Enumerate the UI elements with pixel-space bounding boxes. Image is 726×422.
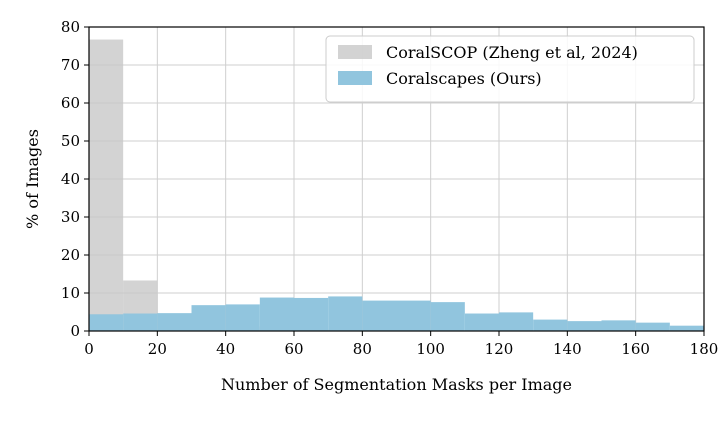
y-axis-label: % of Images [23, 129, 42, 229]
bar-series-1 [89, 40, 123, 331]
legend: CoralSCOP (Zheng et al, 2024) Coralscapes… [326, 36, 694, 102]
bar-series-2 [328, 296, 362, 331]
x-tick-label: 80 [353, 340, 372, 358]
legend-label: CoralSCOP (Zheng et al, 2024) [386, 43, 638, 62]
bar-series-2 [465, 314, 499, 331]
bar-series-2 [499, 312, 533, 331]
bar-series-2 [602, 320, 636, 331]
y-tick-label: 50 [61, 132, 80, 150]
x-tick-label: 180 [690, 340, 719, 358]
x-tick-label: 20 [148, 340, 167, 358]
bar-series-2 [397, 301, 431, 331]
x-tick-label: 60 [284, 340, 303, 358]
bar-series-2 [431, 302, 465, 331]
y-tick-label: 80 [61, 18, 80, 36]
bar-series-2 [89, 314, 123, 331]
bar-series-2 [636, 323, 670, 331]
y-tick-label: 30 [61, 208, 80, 226]
y-tick-label: 10 [61, 284, 80, 302]
legend-swatch [338, 71, 372, 85]
bar-series-2 [294, 298, 328, 331]
x-tick-label: 140 [553, 340, 582, 358]
y-tick-label: 40 [61, 170, 80, 188]
x-tick-label: 120 [485, 340, 514, 358]
x-tick-label: 100 [416, 340, 445, 358]
bar-series-2 [567, 321, 601, 331]
y-tick-label: 20 [61, 246, 80, 264]
bar-series-2 [670, 326, 704, 331]
y-tick-label: 60 [61, 94, 80, 112]
legend-swatch [338, 45, 372, 59]
bar-series-2 [362, 301, 396, 331]
bar-series-2 [260, 298, 294, 331]
y-tick-label: 0 [70, 322, 80, 340]
x-axis-label: Number of Segmentation Masks per Image [221, 375, 572, 394]
bar-series-2 [123, 314, 157, 331]
bar-series-2 [192, 305, 226, 331]
x-tick-label: 40 [216, 340, 235, 358]
bar-series-2 [157, 313, 191, 331]
x-tick-label: 160 [621, 340, 650, 358]
bar-series-2 [533, 320, 567, 331]
y-tick-label: 70 [61, 56, 80, 74]
x-tick-label: 0 [84, 340, 94, 358]
legend-label: Coralscapes (Ours) [386, 69, 542, 88]
bar-series-2 [226, 304, 260, 331]
